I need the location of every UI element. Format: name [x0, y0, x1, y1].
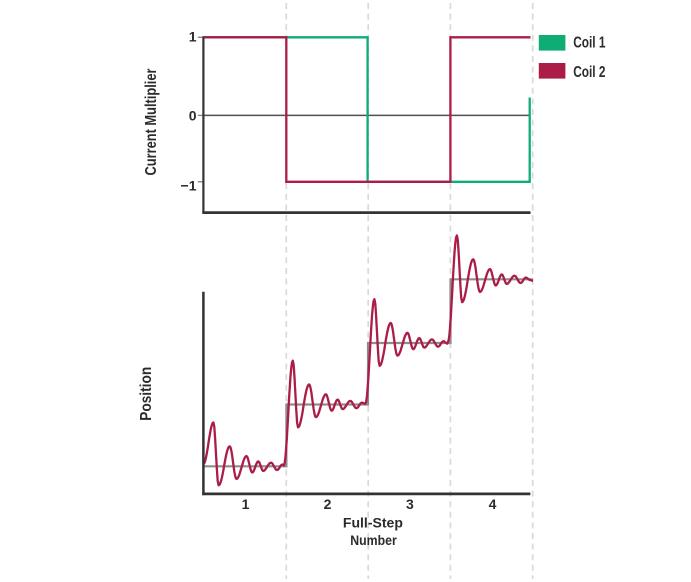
svg-text:Position: Position — [138, 367, 155, 421]
svg-text:Full-Step: Full-Step — [343, 515, 403, 531]
svg-text:4: 4 — [489, 496, 497, 512]
svg-text:Current Multiplier: Current Multiplier — [143, 69, 160, 176]
svg-text:Coil 2: Coil 2 — [573, 64, 605, 81]
svg-text:3: 3 — [406, 496, 414, 512]
svg-text:−1: −1 — [181, 178, 197, 194]
svg-text:2: 2 — [324, 496, 332, 512]
svg-text:0: 0 — [189, 107, 197, 123]
svg-text:Number: Number — [350, 532, 397, 548]
svg-text:1: 1 — [189, 29, 197, 45]
svg-text:1: 1 — [242, 496, 250, 512]
svg-text:Coil 1: Coil 1 — [573, 34, 605, 51]
